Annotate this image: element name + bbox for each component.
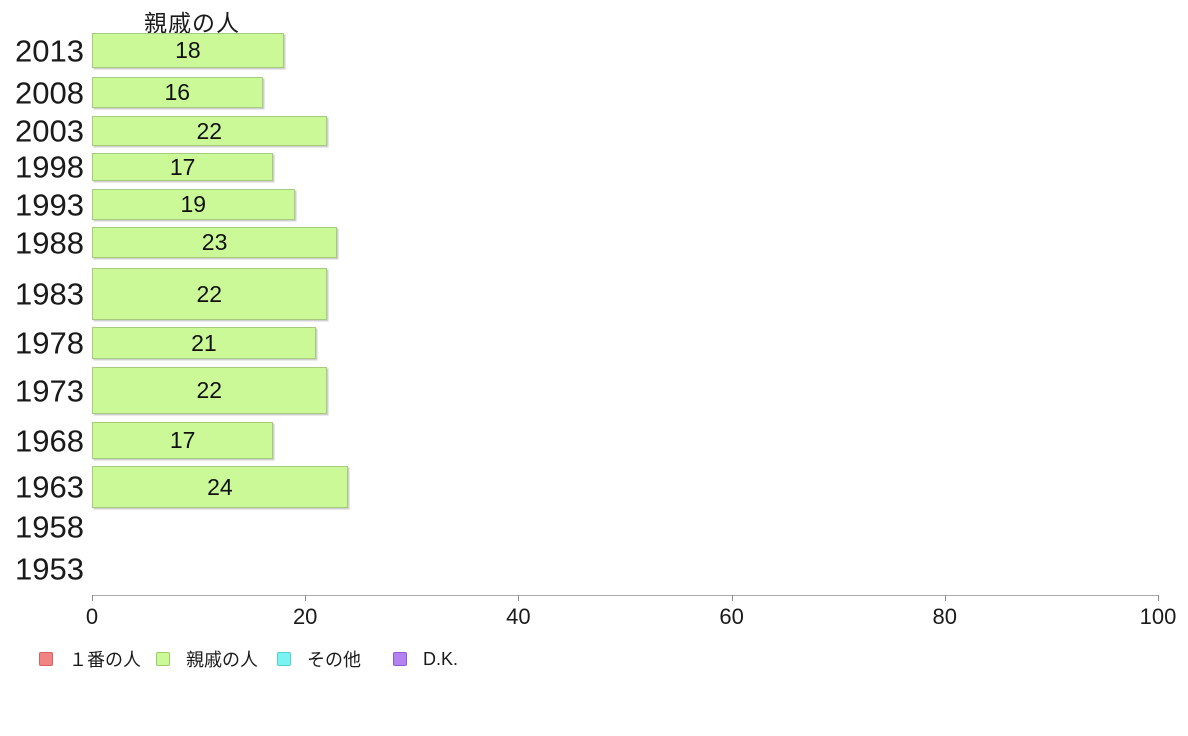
bar[interactable]: 24 [92,466,348,508]
bar[interactable]: 21 [92,327,316,359]
y-axis-label: 2013 [15,33,84,68]
bar-value-label: 21 [191,329,217,356]
bar[interactable]: 16 [92,77,263,108]
bar[interactable]: 17 [92,422,274,459]
y-axis-label: 2003 [15,113,84,149]
x-axis-tick-label: 60 [719,604,744,629]
x-axis-tick [305,595,307,601]
legend-label: 親戚の人 [186,650,258,670]
x-axis-tick-label: 40 [506,604,531,629]
bar-value-label: 22 [196,377,223,403]
x-axis-tick-label: 100 [1139,604,1177,629]
legend-label: D.K. [423,648,459,669]
chart-title: 親戚の人 [144,10,240,36]
legend-swatch-icon [156,652,170,666]
legend-item[interactable]: １番の人 [39,645,141,673]
y-axis-label: 1973 [15,373,84,408]
bar-value-label: 19 [180,191,207,217]
legend-swatch-icon [39,652,53,666]
bar-value-label: 18 [175,37,201,63]
bar[interactable]: 22 [92,367,327,414]
bar-value-label: 16 [164,79,191,105]
x-axis-tick [731,595,733,601]
bar-value-label: 22 [196,117,223,144]
x-axis-tick [518,595,520,601]
bar[interactable]: 23 [92,227,338,258]
x-axis-tick [944,595,946,601]
legend-item[interactable]: 親戚の人 [156,645,258,673]
bar[interactable]: 19 [92,189,295,220]
x-axis-tick-label: 0 [85,604,99,629]
bar[interactable]: 17 [92,153,274,181]
x-axis-line [92,595,1159,596]
y-axis-label: 1978 [15,325,84,361]
legend-item[interactable]: その他 [277,645,361,673]
bar-value-label: 23 [201,229,228,255]
y-axis-label: 1968 [15,423,84,458]
y-axis-label: 1953 [15,551,84,587]
x-axis-tick-label: 20 [292,604,318,629]
legend-swatch-icon [277,652,291,666]
bar-value-label: 17 [169,427,196,453]
y-axis-label: 1958 [15,509,84,545]
legend: １番の人 親戚の人 その他 D.K. [0,645,1188,673]
x-axis-tick-label: 80 [932,604,958,629]
bar[interactable]: 22 [92,268,327,320]
legend-label: その他 [307,650,361,670]
y-axis-label: 1988 [15,225,84,260]
bar-value-label: 17 [169,153,196,180]
y-axis-label: 1963 [15,469,84,505]
y-axis-label: 2008 [15,75,84,110]
bar-value-label: 24 [207,473,233,500]
bar[interactable]: 18 [92,33,284,68]
y-axis-label: 1993 [15,187,84,222]
x-axis-tick [1158,595,1159,601]
legend-label: １番の人 [69,650,141,670]
legend-item[interactable]: D.K. [393,645,458,673]
bar[interactable]: 22 [92,116,327,146]
x-axis-tick [92,595,93,601]
legend-swatch-icon [393,652,407,666]
y-axis-label: 1998 [15,149,84,185]
y-axis-label: 1983 [15,276,84,312]
bar-value-label: 22 [196,280,223,307]
